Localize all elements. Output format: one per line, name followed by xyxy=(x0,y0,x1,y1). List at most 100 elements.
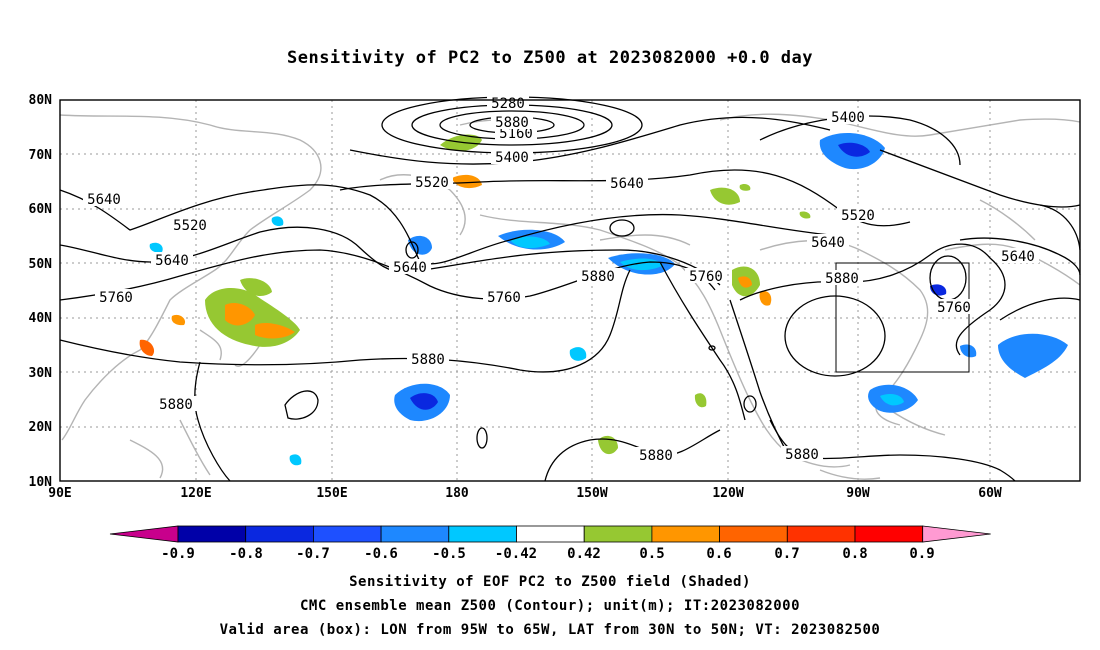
contour-label-bg xyxy=(95,289,137,304)
contour-label-bg xyxy=(577,268,619,283)
contour-label: 5640 xyxy=(811,235,845,251)
longitude-labels: 90E 120E 150E 180 150W 120W 90W 60W xyxy=(48,486,1002,501)
contour-label: 5880 xyxy=(825,271,859,287)
contour-label-bg xyxy=(821,270,863,285)
lon-label: 120W xyxy=(712,486,743,501)
lat-label: 80N xyxy=(29,93,53,108)
lon-label: 150E xyxy=(316,486,347,501)
contour-label: 5400 xyxy=(831,110,865,126)
lon-label: 150W xyxy=(576,486,607,501)
contour-label-bg xyxy=(83,191,125,206)
lat-label: 10N xyxy=(29,475,53,490)
lat-label: 70N xyxy=(29,148,53,163)
colorbar-label: 0.42 xyxy=(567,546,601,562)
contour-label-bg xyxy=(606,175,648,190)
contour-label: 5880 xyxy=(785,447,819,463)
contour-label-bg xyxy=(155,396,197,411)
colorbar-segment xyxy=(516,525,585,543)
colorbar-left-arrow xyxy=(109,525,179,543)
colorbar-label: 0.8 xyxy=(842,546,867,562)
colorbar-right-arrow xyxy=(922,525,991,543)
map-title: Sensitivity of PC2 to Z500 at 2023082000… xyxy=(286,48,813,68)
lon-label: 180 xyxy=(445,486,469,501)
contour-label-bg xyxy=(151,252,193,267)
lat-label: 40N xyxy=(29,311,53,326)
contour-label: 5880 xyxy=(159,397,193,413)
contour-label: 5880 xyxy=(639,448,673,464)
contour-label: 5640 xyxy=(155,253,189,269)
contour-label-bg xyxy=(407,351,449,366)
lat-label: 20N xyxy=(29,420,53,435)
sensitivity-shading xyxy=(139,133,1068,466)
colorbar-label: -0.5 xyxy=(432,546,466,562)
map-frame xyxy=(59,99,1081,482)
contour-label: 5760 xyxy=(487,290,521,306)
footer-line-1: Sensitivity of EOF PC2 to Z500 field (Sh… xyxy=(349,574,751,590)
colorbar-label: 0.9 xyxy=(909,546,934,562)
footer-line-2: CMC ensemble mean Z500 (Contour); unit(m… xyxy=(299,598,800,614)
contour-label-bg xyxy=(491,114,533,129)
colorbar xyxy=(109,525,991,543)
colorbar-segment xyxy=(719,525,788,543)
contour-label: 5640 xyxy=(1001,249,1035,265)
contour-label: 5160 xyxy=(499,126,533,142)
contour-label-bg xyxy=(933,299,975,314)
contour-label: 5520 xyxy=(415,175,449,191)
contour-label-bg xyxy=(781,446,823,461)
valid-area-box xyxy=(835,262,970,373)
contour-label: 5280 xyxy=(491,96,525,112)
colorbar-label: -0.8 xyxy=(229,546,263,562)
contour-label: 5520 xyxy=(841,208,875,224)
contour-label: 5760 xyxy=(937,300,971,316)
contour-label: 5880 xyxy=(495,115,529,131)
colorbar-segment xyxy=(245,525,314,543)
colorbar-label: -0.9 xyxy=(161,546,195,562)
lon-label: 90E xyxy=(48,486,71,501)
footer-line-3: Valid area (box): LON from 95W to 65W, L… xyxy=(219,622,881,638)
gridlines xyxy=(60,100,1080,481)
contour-label: 5640 xyxy=(393,260,427,276)
contour-label-bg xyxy=(685,268,727,283)
colorbar-label: 0.6 xyxy=(706,546,731,562)
lon-label: 120E xyxy=(180,486,211,501)
colorbar-segment xyxy=(583,525,653,543)
contour-label-bg xyxy=(635,447,677,462)
contour-label-bg xyxy=(483,289,525,304)
lat-label: 50N xyxy=(29,257,53,272)
lat-label: 30N xyxy=(29,366,53,381)
contour-label-bg xyxy=(827,109,869,124)
contour-label-bg xyxy=(491,149,533,164)
colorbar-label: -0.42 xyxy=(495,546,537,562)
colorbar-label: 0.7 xyxy=(774,546,799,562)
colorbar-segment xyxy=(380,525,450,543)
contour-label: 5760 xyxy=(99,290,133,306)
contour-label-bg xyxy=(389,259,431,274)
contour-label-bg xyxy=(997,248,1039,263)
contour-label: 5520 xyxy=(173,218,207,234)
contour-label: 5880 xyxy=(411,352,445,368)
colorbar-segment xyxy=(786,525,856,543)
contour-label: 5880 xyxy=(581,269,615,285)
lon-label: 90W xyxy=(846,486,870,501)
lon-label: 60W xyxy=(978,486,1002,501)
colorbar-label: 0.5 xyxy=(639,546,664,562)
contour-label-bg xyxy=(837,207,879,222)
contour-label-bg xyxy=(411,174,453,189)
lat-label: 60N xyxy=(29,202,53,217)
z500-contours xyxy=(59,96,1081,482)
contour-label: 5760 xyxy=(689,269,723,285)
colorbar-segment xyxy=(312,525,382,543)
latitude-labels: 80N 70N 60N 50N 40N 30N 20N 10N xyxy=(29,93,53,490)
contour-label-bg xyxy=(807,234,849,249)
contour-labels: 5280 5160 5400 5520 5640 5400 5640 5520 5640 5640… xyxy=(83,95,1039,464)
colorbar-segment xyxy=(177,525,247,543)
contour-label: 5640 xyxy=(87,192,121,208)
contour-label-bg xyxy=(487,95,529,110)
contour-label-bg xyxy=(169,217,211,232)
contour-label: 5640 xyxy=(610,176,644,192)
contour-label: 5400 xyxy=(495,150,529,166)
colorbar-segment xyxy=(651,525,721,543)
colorbar-label: -0.6 xyxy=(364,546,398,562)
colorbar-segment xyxy=(854,525,924,543)
colorbar-label: -0.7 xyxy=(296,546,330,562)
